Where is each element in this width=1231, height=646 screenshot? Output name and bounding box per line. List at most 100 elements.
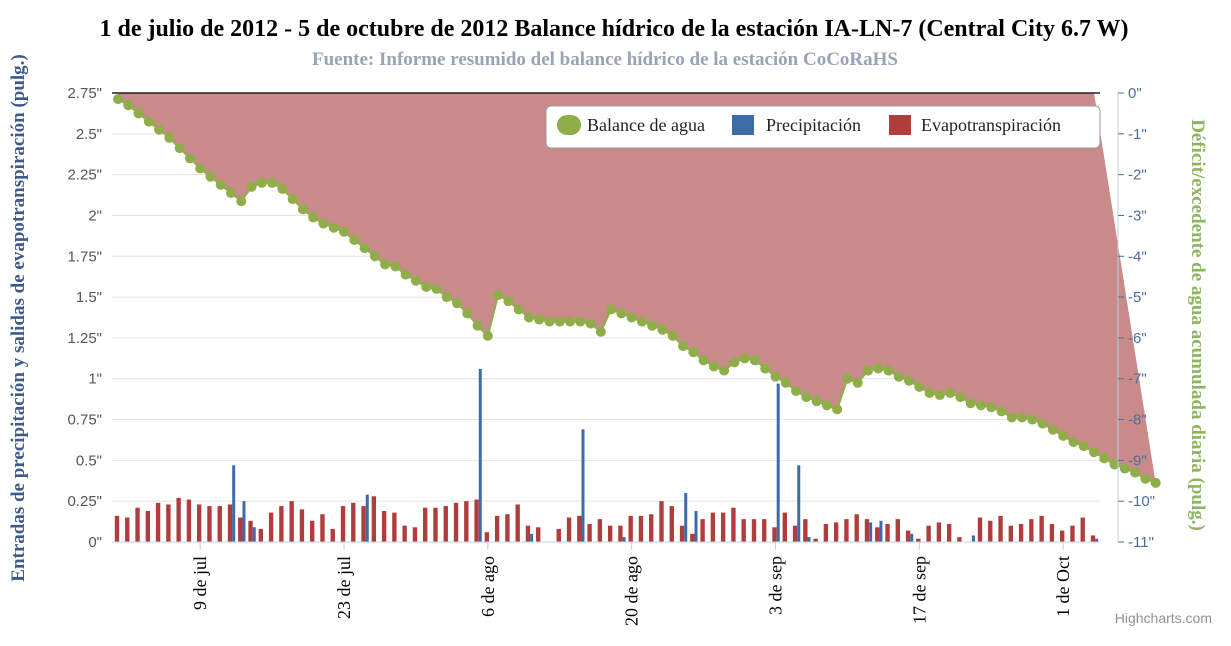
balance-point bbox=[1037, 418, 1048, 429]
precipitation-bar bbox=[365, 494, 369, 542]
evapotranspiration-bar bbox=[536, 527, 541, 542]
y-right-tick-label: -3" bbox=[1128, 207, 1147, 224]
balance-point bbox=[708, 361, 719, 372]
balance-point bbox=[369, 251, 380, 262]
balance-point bbox=[965, 398, 976, 409]
evapotranspiration-bar bbox=[402, 525, 407, 542]
balance-point bbox=[277, 183, 288, 194]
y-right-tick-label: -9" bbox=[1128, 452, 1147, 469]
precipitation-bar bbox=[910, 533, 914, 542]
evapotranspiration-bar bbox=[176, 497, 181, 542]
balance-points bbox=[113, 94, 1161, 488]
balance-point bbox=[534, 314, 545, 325]
evapotranspiration-bar bbox=[597, 519, 603, 542]
balance-point bbox=[749, 355, 760, 366]
chart-subtitle: Fuente: Informe resumido del balance híd… bbox=[312, 49, 898, 70]
x-tick-label: 17 de sep bbox=[909, 556, 929, 624]
evapotranspiration-bar bbox=[905, 530, 911, 542]
balance-point bbox=[842, 373, 853, 384]
evapotranspiration-bar bbox=[792, 525, 798, 542]
balance-point bbox=[986, 402, 997, 413]
evapotranspiration-bar bbox=[494, 515, 500, 542]
deficit-area bbox=[118, 93, 1156, 483]
balance-point bbox=[698, 355, 709, 366]
balance-point bbox=[832, 404, 843, 415]
evapotranspiration-bar bbox=[155, 502, 161, 542]
evapotranspiration-bar bbox=[731, 507, 736, 542]
balance-point bbox=[955, 392, 966, 403]
balance-point bbox=[267, 177, 278, 188]
evapotranspiration-bar bbox=[320, 514, 325, 542]
y-left-tick-label: 0.75" bbox=[67, 412, 102, 429]
legend-balance-label: Balance de agua bbox=[587, 115, 705, 135]
evapotranspiration-bar bbox=[268, 512, 274, 542]
legend-item-evapotranspiration[interactable]: Evapotranspiración bbox=[889, 115, 1061, 135]
y-right-tick-label: -1" bbox=[1128, 126, 1147, 143]
chart-title: 1 de julio de 2012 - 5 de octubre de 201… bbox=[99, 16, 1128, 42]
balance-point bbox=[647, 320, 658, 331]
evapotranspiration-bar bbox=[875, 527, 880, 542]
legend-precipitation-symbol bbox=[732, 115, 754, 135]
balance-point bbox=[873, 363, 884, 374]
legend-item-precipitation[interactable]: Precipitación bbox=[732, 115, 861, 135]
x-tick-label: 23 de jul bbox=[334, 556, 354, 619]
balance-point bbox=[113, 94, 123, 105]
y-left-tick-label: 1.25" bbox=[67, 330, 102, 347]
balance-point bbox=[462, 308, 473, 319]
legend-precipitation-label: Precipitación bbox=[766, 115, 861, 135]
x-tick-label: 9 de jul bbox=[190, 556, 210, 610]
evapotranspiration-bar bbox=[669, 506, 674, 542]
precipitation-bar bbox=[530, 533, 534, 542]
balance-point bbox=[975, 400, 986, 411]
balance-point bbox=[390, 261, 401, 272]
y-right-tick-label: -6" bbox=[1128, 330, 1147, 347]
y-right-tick-label: -10" bbox=[1128, 493, 1155, 510]
y-right-tick-label: -8" bbox=[1128, 412, 1147, 429]
evapotranspiration-bar bbox=[197, 504, 202, 542]
balance-point bbox=[544, 316, 555, 327]
evapotranspiration-bar bbox=[1070, 525, 1075, 542]
precipitation-bar bbox=[776, 383, 780, 542]
evapotranspiration-bar bbox=[453, 502, 459, 542]
balance-point bbox=[760, 363, 771, 374]
balance-point bbox=[739, 353, 750, 364]
balance-point bbox=[883, 365, 894, 376]
evapotranspiration-bar bbox=[145, 510, 151, 542]
evapotranspiration-bar bbox=[844, 519, 849, 542]
credits[interactable]: Highcharts.com bbox=[1115, 610, 1212, 626]
balance-point bbox=[339, 226, 350, 237]
balance-point bbox=[1099, 453, 1110, 464]
evapotranspiration-bar bbox=[751, 519, 757, 542]
balance-point bbox=[585, 318, 596, 329]
precipitation-bar bbox=[684, 493, 688, 542]
balance-point bbox=[195, 163, 206, 174]
balance-point bbox=[554, 316, 565, 327]
evapotranspiration-bar bbox=[238, 517, 243, 542]
balance-point bbox=[1078, 441, 1089, 452]
x-tick-label: 1 de Oct bbox=[1053, 556, 1073, 617]
balance-point bbox=[1109, 459, 1120, 470]
balance-point bbox=[318, 218, 329, 229]
balance-point bbox=[184, 153, 195, 164]
balance-point bbox=[914, 381, 925, 392]
evapotranspiration-bar bbox=[700, 519, 705, 542]
balance-point bbox=[1006, 412, 1017, 423]
balance-point bbox=[452, 298, 463, 309]
balance-point bbox=[410, 275, 421, 286]
evapotranspiration-bar bbox=[289, 501, 294, 542]
evapotranspiration-bar bbox=[690, 533, 695, 542]
evapotranspiration-bar bbox=[248, 520, 253, 542]
balance-point bbox=[308, 212, 319, 223]
balance-point bbox=[1017, 412, 1028, 423]
y-axis-left-ticks: 0" 0.25" 0.5" 0.75" 1" 1.25" 1.5" 1.75" 2" 2.25" 2… bbox=[67, 85, 102, 551]
evapotranspiration-bar bbox=[1059, 530, 1065, 542]
y-axis-right-ticks: 0" -1" -2" -3" -4" -5" -6" -7" -8" -9" -10" -11" bbox=[1118, 85, 1155, 551]
y-axis-right-title: Déficit/excedente de agua acumulada diar… bbox=[1187, 119, 1208, 531]
balance-point bbox=[431, 283, 442, 294]
balance-point bbox=[678, 341, 689, 352]
evapotranspiration-bar bbox=[207, 506, 212, 542]
balance-point bbox=[400, 269, 411, 280]
balance-point bbox=[236, 196, 247, 207]
y-left-tick-label: 0.25" bbox=[67, 493, 102, 510]
legend-item-balance[interactable]: Balance de agua bbox=[557, 115, 705, 135]
